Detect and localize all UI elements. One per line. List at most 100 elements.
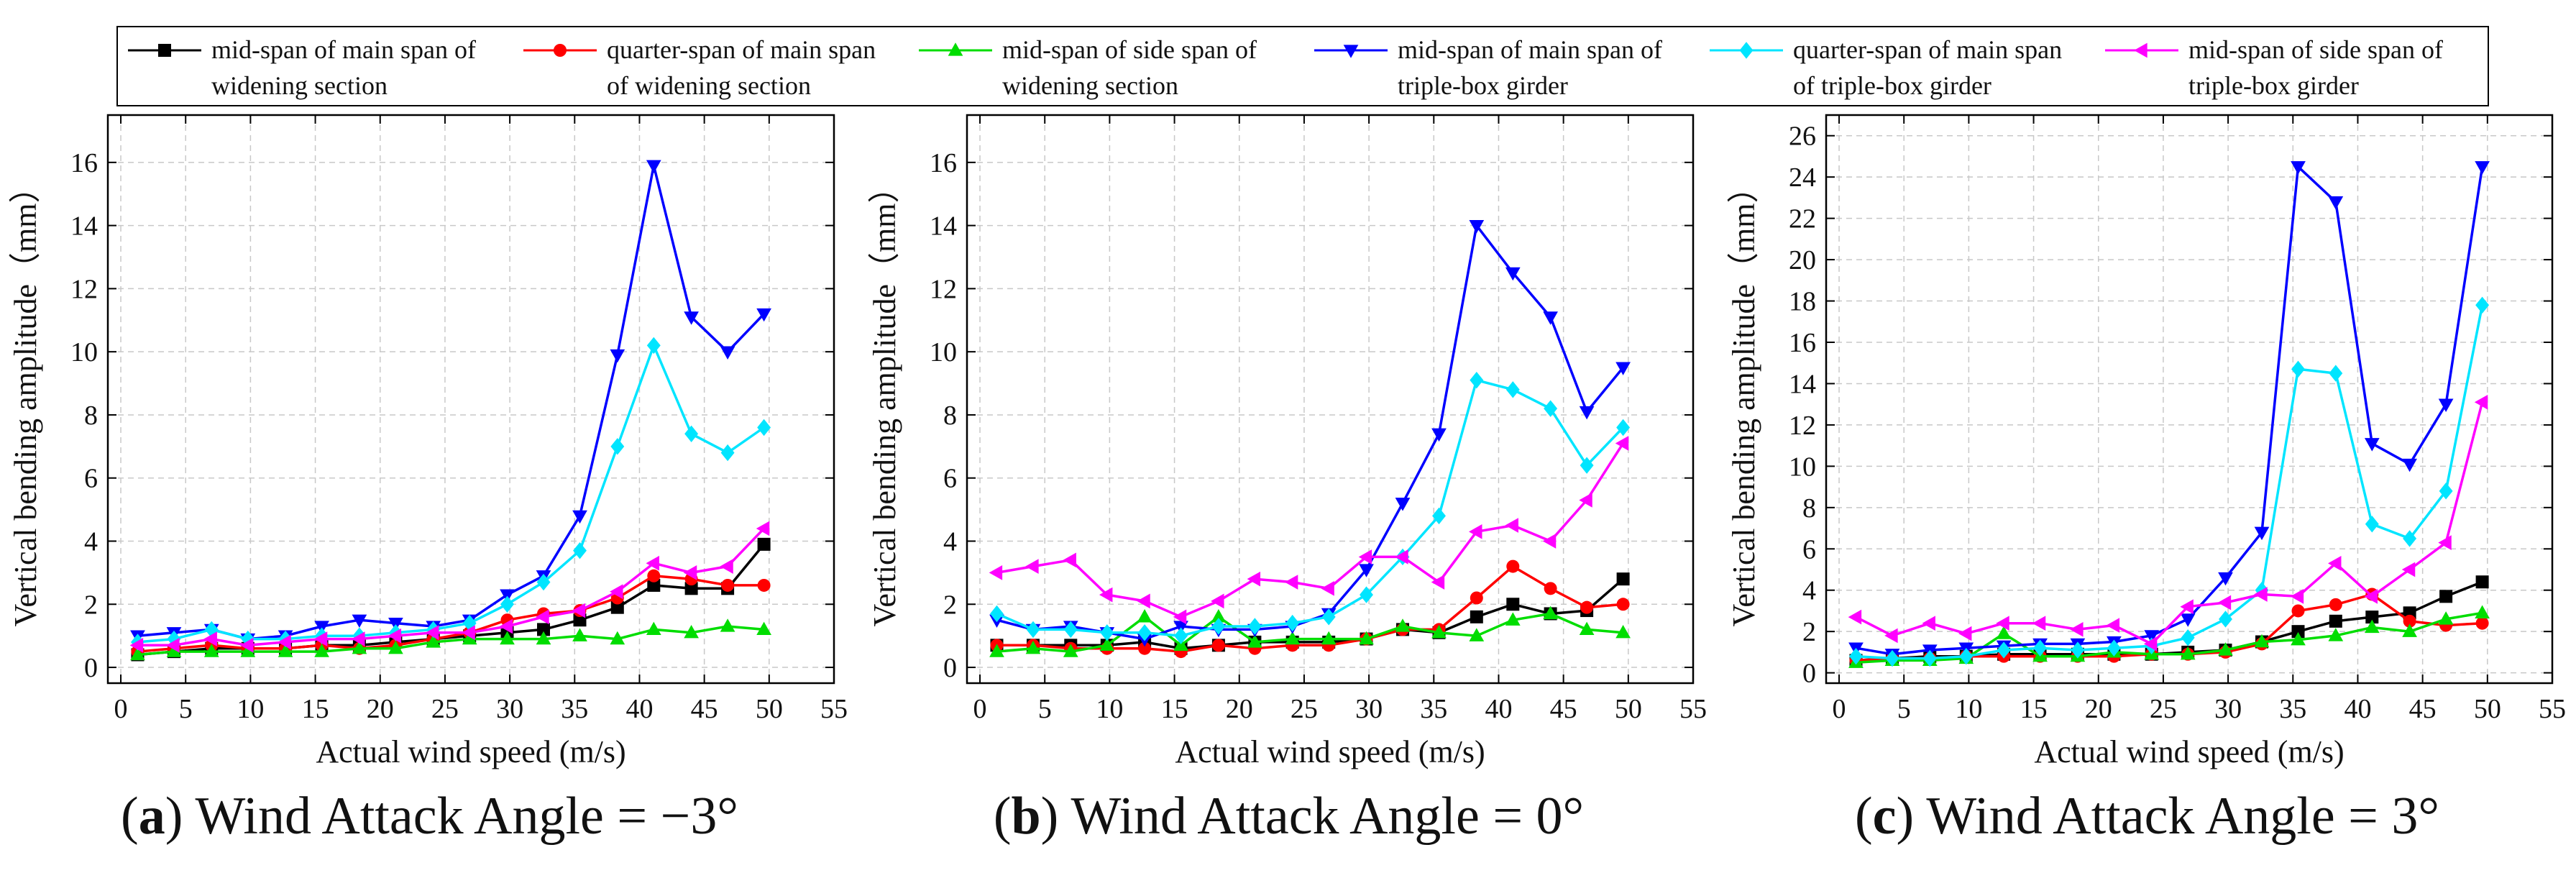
legend-label-line1: mid-span of side span of xyxy=(2188,35,2443,64)
data-point xyxy=(2364,438,2380,452)
y-tick-label: 12 xyxy=(930,274,957,304)
data-point xyxy=(757,419,771,436)
legend-symbol xyxy=(128,44,201,57)
data-point xyxy=(646,337,661,355)
x-tick-label: 50 xyxy=(1615,694,1642,724)
series-line xyxy=(996,378,1624,637)
data-point xyxy=(610,438,625,455)
data-point xyxy=(1025,640,1041,654)
data-point xyxy=(2291,161,2306,175)
x-tick-label: 0 xyxy=(973,694,987,724)
data-point xyxy=(1505,267,1521,281)
data-point xyxy=(1469,628,1485,641)
data-point xyxy=(1099,637,1115,651)
data-point xyxy=(572,603,586,618)
legend-marker xyxy=(1343,45,1359,58)
data-point xyxy=(1137,624,1152,641)
data-point xyxy=(2475,616,2489,630)
data-point xyxy=(1580,600,1594,614)
chart-c: 0 5 10 15 20 25 30 35 40 45 50 55024681012141618202… xyxy=(1726,114,2566,769)
data-point xyxy=(572,628,587,641)
data-point xyxy=(1616,572,1630,586)
legend-label-line1: quarter-span of main span xyxy=(1793,35,2063,64)
data-point xyxy=(1579,406,1595,420)
data-point xyxy=(1395,549,1408,565)
data-point xyxy=(1432,507,1446,525)
series-line xyxy=(137,344,765,644)
data-point xyxy=(646,555,659,571)
data-point xyxy=(2474,394,2488,410)
data-point xyxy=(166,637,180,653)
y-tick-label: 6 xyxy=(1802,534,1816,565)
y-tick-label: 10 xyxy=(70,337,98,367)
data-point xyxy=(2180,613,2196,627)
data-point xyxy=(2328,196,2344,210)
legend: mid-span of main span of widening section… xyxy=(116,26,2489,106)
data-point xyxy=(1359,631,1374,645)
x-tick-label: 15 xyxy=(1161,694,1188,724)
x-axis-label: Actual wind speed (m/s) xyxy=(1175,734,1485,769)
y-tick-label: 12 xyxy=(70,274,98,304)
y-tick-label: 4 xyxy=(1802,576,1816,606)
data-point xyxy=(2439,590,2453,603)
data-point xyxy=(1544,400,1558,417)
grid xyxy=(967,115,1694,683)
data-point xyxy=(756,308,771,322)
data-point xyxy=(2143,636,2158,652)
data-point xyxy=(1616,598,1630,611)
data-point xyxy=(1505,381,1520,398)
data-point xyxy=(756,521,770,536)
legend-label-line1: mid-span of main span of xyxy=(211,35,476,64)
data-point xyxy=(2181,629,2195,646)
data-point xyxy=(721,578,735,592)
data-point xyxy=(572,510,587,524)
data-point xyxy=(1506,598,1520,611)
x-tick-label: 20 xyxy=(367,694,394,724)
data-point xyxy=(2032,616,2046,631)
data-point xyxy=(536,573,551,591)
y-tick-label: 16 xyxy=(930,148,957,178)
y-tick-label: 10 xyxy=(1789,452,1816,482)
data-point xyxy=(130,646,145,661)
data-point xyxy=(2475,296,2490,314)
legend-label-line1: quarter-span of main span xyxy=(607,35,876,64)
x-tick-label: 40 xyxy=(1485,694,1512,724)
series-line xyxy=(996,442,1625,618)
data-point xyxy=(1099,587,1113,603)
data-point xyxy=(1211,639,1225,652)
y-tick-label: 6 xyxy=(84,464,98,494)
data-point xyxy=(2438,535,2452,551)
data-point xyxy=(1431,575,1445,590)
grid xyxy=(108,115,835,683)
series xyxy=(1848,161,2490,662)
x-tick-label: 30 xyxy=(1355,694,1383,724)
data-point xyxy=(2402,623,2417,637)
data-point xyxy=(1247,618,1262,635)
data-point xyxy=(2403,530,2417,547)
legend-label: mid-span of side span of widening section xyxy=(1002,32,1304,104)
y-tick-label: 6 xyxy=(943,464,957,494)
data-point xyxy=(2402,458,2417,472)
data-point xyxy=(388,628,402,644)
legend-marker xyxy=(2134,42,2148,58)
caption-b-letter: b xyxy=(1011,787,1041,846)
data-point xyxy=(573,541,587,559)
data-point xyxy=(2329,598,2342,611)
data-point xyxy=(1543,311,1558,325)
data-point xyxy=(1285,631,1301,645)
data-point xyxy=(239,637,254,653)
legend-symbol xyxy=(2105,42,2178,58)
data-point xyxy=(1247,634,1262,648)
caption-b-text: Wind Attack Angle = 0° xyxy=(1071,787,1585,846)
data-point xyxy=(1922,616,1935,631)
x-tick-label: 10 xyxy=(1955,694,1982,724)
legend-label-line1: mid-span of side span of xyxy=(1002,35,1257,64)
y-tick-label: 10 xyxy=(930,337,957,367)
data-point xyxy=(1849,647,1863,665)
x-tick-label: 0 xyxy=(1833,694,1846,724)
data-point xyxy=(1321,580,1334,596)
x-tick-label: 30 xyxy=(2214,694,2242,724)
x-tick-label: 25 xyxy=(1291,694,1318,724)
series-line xyxy=(137,543,765,657)
series xyxy=(989,219,1631,647)
